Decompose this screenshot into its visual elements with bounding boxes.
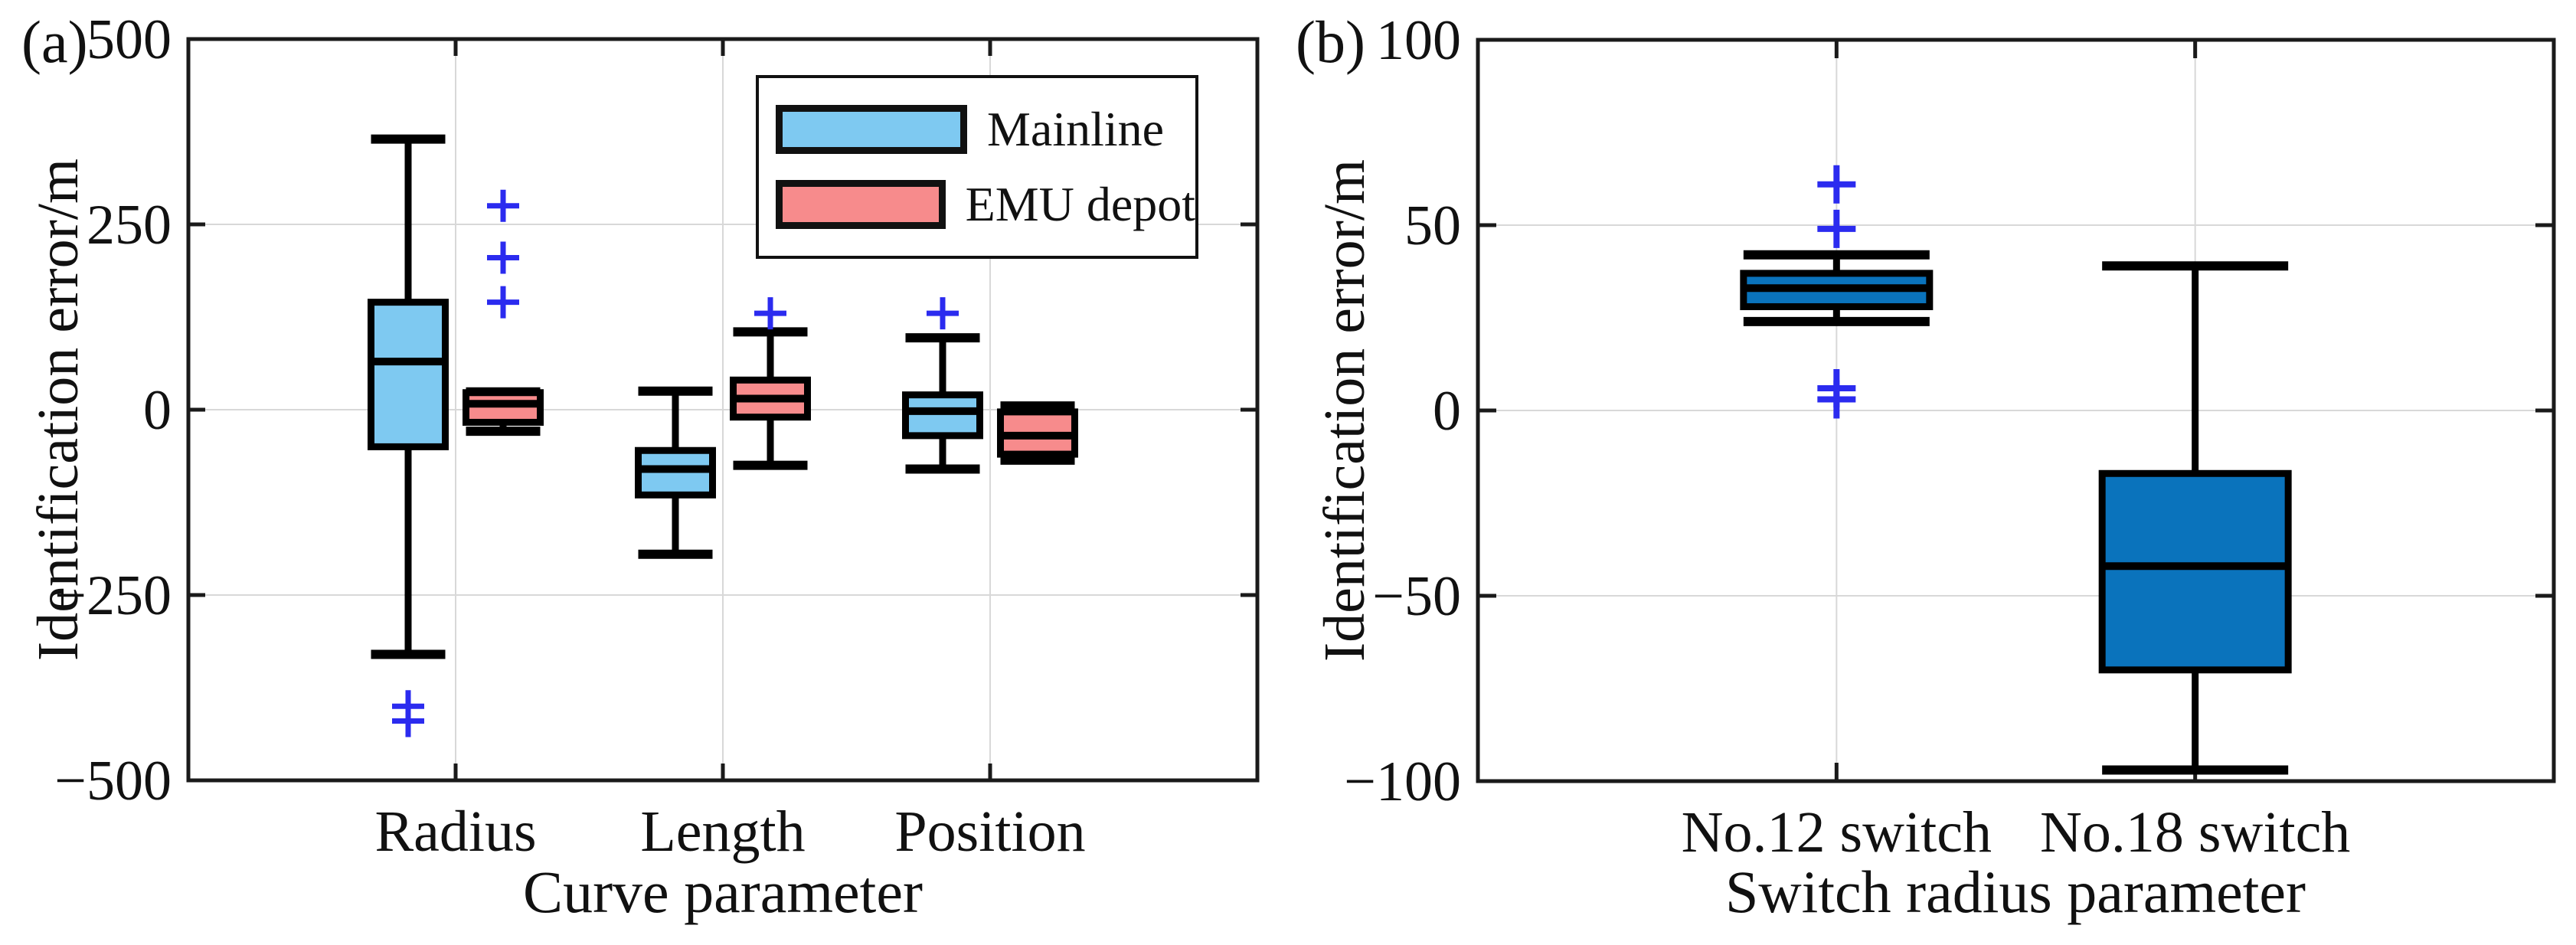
- outlier-plus-marker: [392, 705, 424, 737]
- outlier-plus-marker: [1817, 165, 1856, 204]
- iqr-box: [368, 299, 449, 450]
- outlier-plus-marker: [754, 297, 786, 330]
- box-emu-depot-length: [730, 297, 811, 470]
- box-series-no-18-switch: [2098, 261, 2292, 775]
- outlier-plus-marker: [1817, 209, 1856, 248]
- y-tick-label: −50: [1372, 565, 1461, 628]
- x-category-label: No.18 switch: [2040, 800, 2350, 865]
- panel-a-y-axis-label: Identification error/m: [26, 158, 90, 662]
- y-tick-label: 50: [1404, 195, 1461, 257]
- legend-item-emu-depot: EMU depot: [776, 177, 1195, 232]
- x-category-label: Radius: [374, 799, 536, 864]
- y-tick-label: −250: [54, 564, 172, 627]
- box-mainline-position: [902, 297, 983, 474]
- y-tick-label: −500: [54, 750, 172, 813]
- outlier-plus-marker: [487, 189, 519, 222]
- mainline-swatch-icon: [776, 104, 967, 154]
- panel-a-plot: 500 250 0 −250 −500 Radius Length Position: [54, 8, 1260, 864]
- legend-label-mainline: Mainline: [987, 101, 1165, 156]
- legend-label-emu-depot: EMU depot: [965, 177, 1195, 232]
- box-mainline-length: [635, 386, 716, 559]
- emu-depot-swatch-icon: [776, 180, 946, 230]
- x-category-label: Length: [640, 799, 805, 864]
- panel-b-x-axis-label: Switch radius parameter: [1724, 858, 2306, 925]
- y-tick-label: 0: [1433, 380, 1461, 443]
- iqr-box: [2098, 469, 2292, 674]
- y-tick-label: 0: [143, 379, 172, 442]
- y-tick-label: 250: [87, 194, 172, 257]
- panel-b-y-axis-label: Identification error/m: [1313, 159, 1377, 662]
- y-tick-label: 500: [87, 8, 172, 71]
- panel-b-tag: (b): [1296, 8, 1365, 75]
- x-category-label: No.12 switch: [1682, 800, 1992, 865]
- box-series-no-12-switch: [1740, 165, 1934, 419]
- panel-b-plot: 100 50 0 −50 −100 No.12 switch No.18 switch: [1344, 9, 2556, 865]
- box-emu-depot-position: [997, 401, 1078, 465]
- box-mainline-radius: [368, 134, 449, 737]
- box-emu-depot-radius: [463, 189, 544, 437]
- legend: Mainline EMU depot: [756, 75, 1198, 259]
- outlier-plus-marker: [927, 297, 959, 330]
- panel-a-tag: (a): [21, 8, 88, 75]
- x-category-label: Position: [894, 799, 1085, 864]
- legend-item-mainline: Mainline: [776, 101, 1195, 156]
- panel-a-x-axis-label: Curve parameter: [523, 858, 923, 925]
- outlier-plus-marker: [487, 286, 519, 319]
- iqr-box: [902, 391, 983, 440]
- y-tick-label: −100: [1344, 750, 1461, 813]
- y-tick-label: 100: [1376, 9, 1461, 72]
- outlier-plus-marker: [487, 241, 519, 274]
- outlier-plus-marker: [1817, 380, 1856, 419]
